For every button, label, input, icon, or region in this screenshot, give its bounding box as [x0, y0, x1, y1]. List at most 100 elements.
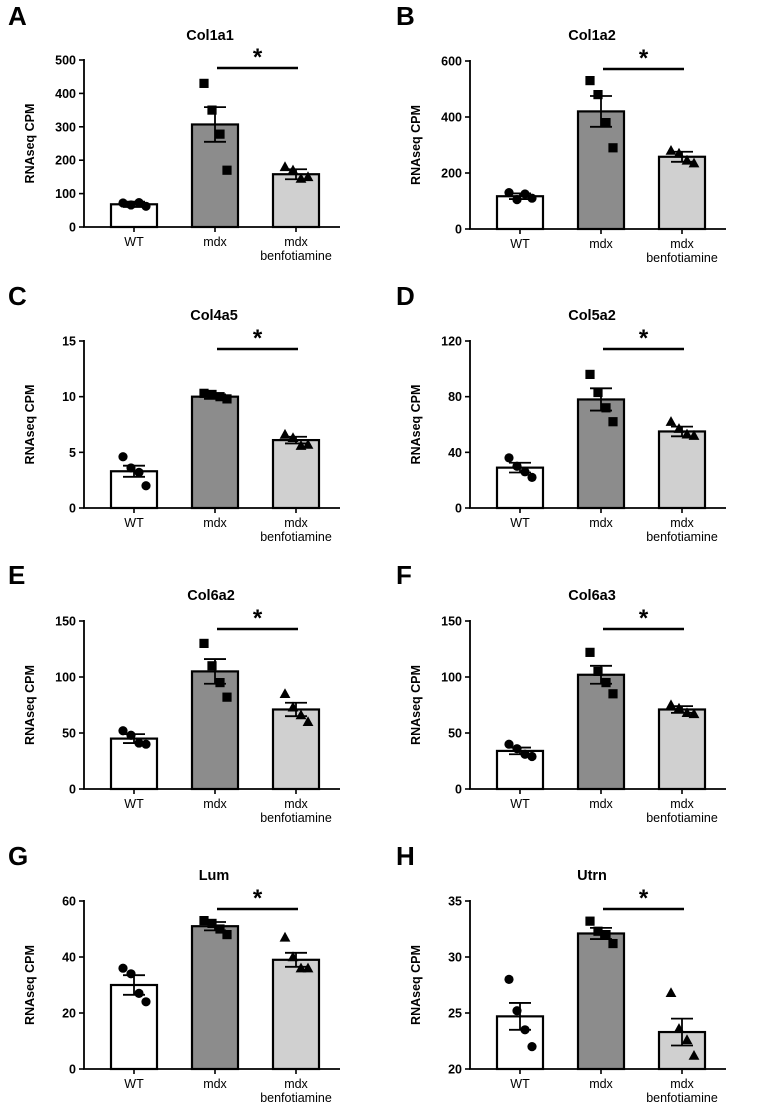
bar-2 — [576, 932, 626, 1071]
panel-letter: A — [8, 1, 27, 31]
data-point — [279, 428, 291, 439]
bar-2 — [576, 110, 626, 231]
data-point — [520, 1025, 530, 1035]
x-tick-label: WT — [124, 1077, 144, 1091]
chart-panel-a: A Col1a1 RNAseq CPM 0 100 200 300 400 500 WT mdx md… — [8, 1, 340, 263]
y-tick-label: 40 — [62, 951, 76, 965]
data-point — [527, 751, 537, 762]
x-tick-label: WT — [510, 237, 530, 251]
data-point — [512, 195, 522, 205]
y-tick-label: 20 — [62, 1007, 76, 1021]
data-point — [287, 432, 299, 443]
data-point — [585, 76, 595, 86]
data-point — [207, 661, 217, 671]
data-point — [141, 201, 151, 211]
y-tick-label: 0 — [455, 783, 462, 797]
x-tick-label: WT — [510, 516, 530, 530]
y-tick-label: 0 — [69, 783, 76, 797]
data-point — [520, 749, 530, 759]
data-point — [665, 699, 677, 710]
data-point — [593, 666, 603, 676]
data-point — [141, 739, 151, 749]
panel-letter: E — [8, 560, 25, 590]
x-tick-label: WT — [124, 797, 144, 811]
data-point — [593, 90, 603, 100]
x-tick-label: WT — [124, 516, 144, 530]
y-tick-label: 15 — [62, 335, 76, 349]
y-tick-label: 150 — [441, 615, 462, 629]
y-tick-label: 100 — [441, 671, 462, 685]
x-tick-label: mdx — [203, 516, 227, 530]
data-point — [302, 716, 314, 726]
data-point — [688, 708, 700, 719]
y-tick-label: 200 — [441, 167, 462, 181]
y-tick-label: 80 — [448, 390, 462, 404]
data-point — [601, 678, 611, 688]
data-point — [134, 198, 144, 208]
y-tick-label: 40 — [448, 446, 462, 460]
bar-3 — [271, 958, 321, 1071]
data-point — [302, 962, 314, 973]
x-tick-label: mdx — [670, 237, 694, 251]
data-point — [520, 189, 530, 199]
x-tick-label: mdx — [203, 235, 227, 249]
data-point — [207, 105, 217, 115]
y-tick-label: 500 — [55, 54, 76, 68]
data-point — [199, 78, 209, 88]
x-tick-label: mdx — [284, 235, 308, 249]
panel-letter: B — [396, 1, 415, 31]
x-tick-label: mdx — [203, 797, 227, 811]
chart-title: Utrn — [577, 868, 607, 884]
bar-2 — [576, 398, 626, 510]
data-point — [215, 129, 225, 139]
x-tick-label: mdx — [670, 797, 694, 811]
data-point — [134, 467, 144, 477]
data-point — [673, 702, 685, 713]
panel-letter: C — [8, 281, 27, 311]
significance-star: * — [253, 325, 263, 352]
bar-2 — [190, 395, 240, 510]
data-point — [673, 423, 685, 433]
data-point — [688, 1049, 700, 1060]
bar-3 — [657, 430, 707, 510]
x-tick-label: benfotiamine — [646, 530, 718, 544]
significance-star: * — [639, 325, 649, 352]
data-point — [585, 647, 595, 657]
y-tick-label: 5 — [69, 446, 76, 460]
data-point — [126, 200, 136, 210]
data-point — [673, 147, 685, 158]
chart-title: Col6a2 — [187, 588, 235, 604]
data-point — [688, 430, 700, 440]
x-tick-label: mdx — [589, 797, 613, 811]
data-point — [126, 463, 136, 473]
significance-star: * — [253, 885, 263, 912]
bar-3 — [657, 155, 707, 231]
bar-2 — [190, 670, 240, 791]
data-point — [504, 453, 514, 463]
data-point — [222, 394, 232, 404]
data-point — [601, 118, 611, 128]
data-point — [279, 688, 291, 698]
y-tick-label: 50 — [448, 727, 462, 741]
data-point — [199, 916, 209, 926]
data-point — [222, 692, 232, 702]
data-point — [215, 924, 225, 934]
data-point — [585, 916, 595, 926]
data-point — [681, 707, 693, 718]
x-tick-label: mdx — [670, 1077, 694, 1091]
bar-1 — [109, 983, 159, 1071]
x-tick-label: benfotiamine — [646, 1091, 718, 1102]
bar-2 — [190, 925, 240, 1071]
data-point — [141, 997, 151, 1007]
y-axis-label: RNAseq CPM — [23, 385, 37, 465]
x-tick-label: mdx — [284, 1077, 308, 1091]
y-tick-label: 25 — [448, 1007, 462, 1021]
data-point — [126, 730, 136, 740]
x-tick-label: mdx — [589, 1077, 613, 1091]
data-point — [118, 726, 128, 736]
data-point — [608, 143, 618, 153]
chart-title: Col5a2 — [568, 308, 616, 324]
